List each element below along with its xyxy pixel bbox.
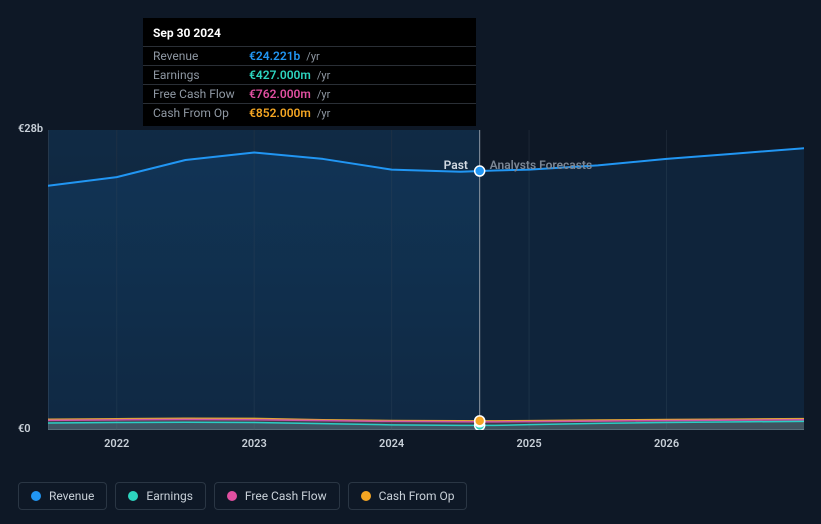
x-axis-label: 2025 — [517, 437, 542, 450]
tooltip-row: Cash From Op €852.000m/yr — [143, 103, 476, 122]
y-axis-label-bottom: €0 — [18, 422, 31, 435]
legend-swatch — [361, 491, 371, 501]
tooltip-key: Free Cash Flow — [153, 87, 243, 101]
section-label-past: Past — [444, 158, 468, 172]
chart-container: €28b €0 Past Analysts Forecasts 20222023… — [18, 120, 804, 450]
tooltip-key: Cash From Op — [153, 106, 243, 120]
tooltip-date: Sep 30 2024 — [143, 18, 476, 46]
legend-swatch — [31, 491, 41, 501]
chart-tooltip: Sep 30 2024 Revenue €24.221b/yr Earnings €4… — [143, 18, 476, 126]
x-axis-label: 2023 — [242, 437, 267, 450]
tooltip-row: Earnings €427.000m/yr — [143, 65, 476, 84]
section-label-forecast: Analysts Forecasts — [490, 158, 592, 172]
legend-label: Free Cash Flow — [245, 489, 327, 503]
x-axis-label: 2024 — [379, 437, 404, 450]
tooltip-unit: /yr — [317, 69, 330, 82]
legend-item[interactable]: Cash From Op — [348, 482, 468, 510]
chart-svg — [48, 130, 804, 430]
tooltip-value: €762.000m — [249, 87, 311, 101]
legend-label: Cash From Op — [379, 489, 455, 503]
legend-swatch — [128, 491, 138, 501]
tooltip-unit: /yr — [317, 107, 330, 120]
tooltip-row: Revenue €24.221b/yr — [143, 46, 476, 65]
legend-item[interactable]: Revenue — [18, 482, 107, 510]
legend-swatch — [227, 491, 237, 501]
x-axis-label: 2026 — [654, 437, 679, 450]
legend-item[interactable]: Earnings — [115, 482, 206, 510]
legend-label: Earnings — [146, 489, 193, 503]
tooltip-value: €427.000m — [249, 68, 311, 82]
legend-label: Revenue — [49, 489, 94, 503]
tooltip-unit: /yr — [317, 88, 330, 101]
tooltip-value: €24.221b — [249, 49, 300, 63]
tooltip-row: Free Cash Flow €762.000m/yr — [143, 84, 476, 103]
y-axis-label-top: €28b — [18, 122, 43, 135]
tooltip-key: Revenue — [153, 49, 243, 63]
plot-area[interactable]: Past Analysts Forecasts 2022202320242025… — [48, 130, 804, 430]
legend-item[interactable]: Free Cash Flow — [214, 482, 340, 510]
tooltip-unit: /yr — [306, 50, 319, 63]
legend: Revenue Earnings Free Cash Flow Cash From O… — [18, 482, 467, 510]
tooltip-key: Earnings — [153, 68, 243, 82]
x-axis-label: 2022 — [104, 437, 129, 450]
tooltip-value: €852.000m — [249, 106, 311, 120]
